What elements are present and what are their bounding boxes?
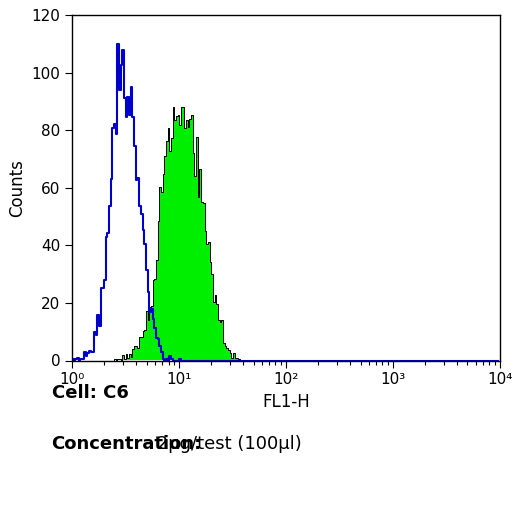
X-axis label: FL1-H: FL1-H bbox=[262, 393, 310, 411]
Y-axis label: Counts: Counts bbox=[8, 159, 26, 217]
Text: 2μg/test (100μl): 2μg/test (100μl) bbox=[151, 435, 302, 453]
Text: Concentration:: Concentration: bbox=[52, 435, 202, 453]
Text: Cell: C6: Cell: C6 bbox=[52, 384, 128, 402]
